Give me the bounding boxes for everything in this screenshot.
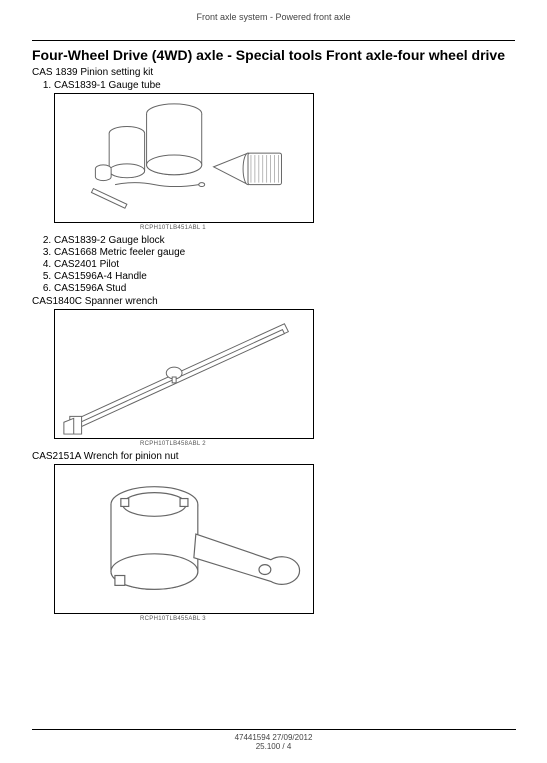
figure-3 <box>54 464 314 614</box>
figure-2-caption: RCPH10TLB458ABL 2 <box>32 441 292 447</box>
list-item: CAS1596A-4 Handle <box>54 271 515 282</box>
second-tool-line: CAS1840C Spanner wrench <box>32 296 515 307</box>
tool-list-top: CAS1839-1 Gauge tube <box>32 80 515 91</box>
page-footer: 47441594 27/09/2012 25.100 / 4 <box>0 729 547 751</box>
tool-list-rest: CAS1839-2 Gauge block CAS1668 Metric fee… <box>32 235 515 294</box>
footer-pagenum: 25.100 / 4 <box>0 742 547 751</box>
figure-1-caption: RCPH10TLB451ABL 1 <box>32 225 292 231</box>
list-item: CAS1596A Stud <box>54 283 515 294</box>
figure-2 <box>54 309 314 439</box>
page-header: Front axle system - Powered front axle <box>32 12 515 22</box>
list-item: CAS1839-2 Gauge block <box>54 235 515 246</box>
list-item: CAS1839-1 Gauge tube <box>54 80 515 91</box>
footer-docid: 47441594 27/09/2012 <box>0 733 547 742</box>
top-rule <box>32 40 515 41</box>
third-tool-line: CAS2151A Wrench for pinion nut <box>32 451 515 462</box>
section-title: Four-Wheel Drive (4WD) axle - Special to… <box>32 47 515 65</box>
list-item: CAS1668 Metric feeler gauge <box>54 247 515 258</box>
list-item: CAS2401 Pilot <box>54 259 515 270</box>
figure-3-caption: RCPH10TLB455ABL 3 <box>32 616 292 622</box>
figure-1 <box>54 93 314 223</box>
kit-line: CAS 1839 Pinion setting kit <box>32 67 515 78</box>
